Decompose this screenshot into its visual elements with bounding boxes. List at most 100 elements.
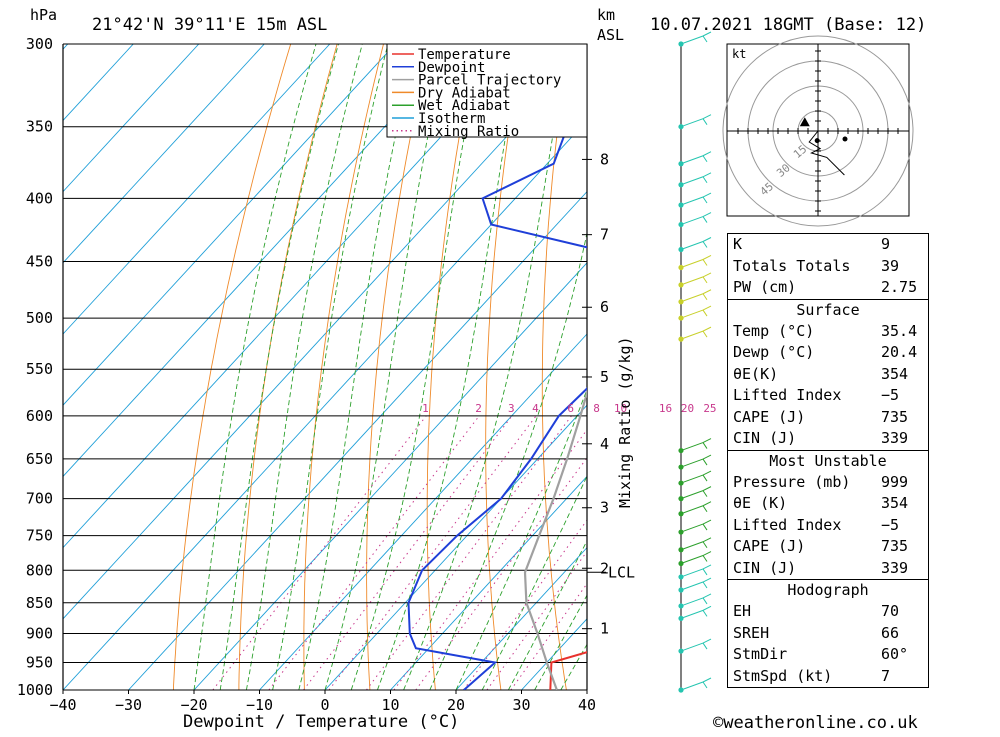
stat-value: 354 [881,493,928,515]
wet-adiabat-line [194,44,316,690]
isotherm-line [0,44,133,690]
isotherm-line [63,44,657,690]
stat-value: 7 [881,666,928,688]
location-title: 21°42'N 39°11'E 15m ASL [92,15,327,35]
hpa-label: hPa [30,6,57,24]
dry-adiabat-line [427,44,476,690]
stat-label: CIN (J) [728,428,881,450]
height-tick-label: 7 [600,226,609,244]
stat-label: Totals Totals [728,256,881,278]
stat-value: 9 [881,234,928,256]
dry-adiabat-line [173,44,290,690]
wind-barb [681,290,711,302]
wet-adiabat-line [299,44,416,690]
isotherm-line [0,44,592,690]
wind-point [678,529,683,534]
mixing-ratio-label: 25 [703,402,716,415]
wind-barb [681,487,711,499]
pressure-tick-label: 650 [26,450,53,468]
hodograph-point [815,138,820,143]
wind-barb [681,455,711,467]
dry-adiabat-line [941,44,1000,690]
wind-barb [681,439,711,451]
x-tick-label: 40 [578,696,596,714]
wind-barb [681,255,711,267]
isotherm-line [0,44,461,690]
pressure-tick-label: 400 [26,189,53,207]
stat-label: StmDir [728,644,881,666]
dewpoint-profile [409,44,648,690]
pressure-tick-label: 450 [26,253,53,271]
stat-label: EH [728,601,881,623]
hodograph-unit: kt [732,47,746,61]
stat-label: SREH [728,623,881,645]
wind-barb [681,565,711,577]
mixing-ratio-label: 4 [532,402,539,415]
stat-row: Temp (°C)35.4 [728,321,928,343]
mixing-ratio-line [511,416,708,690]
height-tick-label: 3 [600,499,609,517]
stat-value: 2.75 [881,277,928,299]
stat-value: 70 [881,601,928,623]
wind-profile [678,32,711,693]
pressure-tick-label: 500 [26,309,53,327]
stat-value: 39 [881,256,928,278]
stat-row: PW (cm)2.75 [728,277,928,299]
stat-label: Dewp (°C) [728,342,881,364]
x-tick-label: −40 [49,696,76,714]
stat-value: 66 [881,623,928,645]
pressure-tick-label: 350 [26,118,53,136]
stat-label: Lifted Index [728,385,881,407]
height-tick-label: 5 [600,368,609,386]
stat-row: Lifted Index−5 [728,515,928,537]
copyright: ©weatheronline.co.uk [713,713,918,733]
pressure-tick-label: 700 [26,490,53,508]
stat-label: K [728,234,881,256]
parcel-profile [525,164,659,690]
mixing-ratio-label: 20 [681,402,694,415]
height-tick-label: 4 [600,435,609,453]
stat-value: 339 [881,558,928,580]
pressure-tick-label: 600 [26,407,53,425]
height-tick-label: 1 [600,620,609,638]
stat-label: CAPE (J) [728,536,881,558]
stat-row: Lifted Index−5 [728,385,928,407]
pressure-tick-label: 750 [26,527,53,545]
stat-row: θE(K)354 [728,364,928,386]
stat-value: 20.4 [881,342,928,364]
stat-row: Dewp (°C)20.4 [728,342,928,364]
stat-value: 60° [881,644,928,666]
stat-row: StmSpd (kt)7 [728,666,928,688]
height-tick-label: 6 [600,298,609,316]
pressure-tick-label: 550 [26,360,53,378]
pressure-tick-label: 1000 [17,681,53,699]
wind-point [678,648,683,653]
dry-adiabat-line [239,44,337,690]
dry-adiabat-line [650,44,697,690]
wet-adiabat-line [404,44,568,690]
stat-label: StmSpd (kt) [728,666,881,688]
wet-adiabat-line [351,44,482,690]
wind-barb [681,594,711,606]
mixing-ratio-label: 6 [567,402,574,415]
mixing-ratio-label: 2 [475,402,482,415]
wind-barb [681,678,711,690]
most-unstable-title: Most Unstable [728,451,928,472]
mixing-ratio-line [329,416,536,690]
wind-barb [681,152,711,164]
wet-adiabat-line [377,44,522,690]
wind-point [678,561,683,566]
pressure-tick-label: 800 [26,561,53,579]
mixing-ratio-label: 16 [659,402,672,415]
mixing-ratio-label: 3 [508,402,515,415]
wet-adiabat-line [273,44,388,690]
